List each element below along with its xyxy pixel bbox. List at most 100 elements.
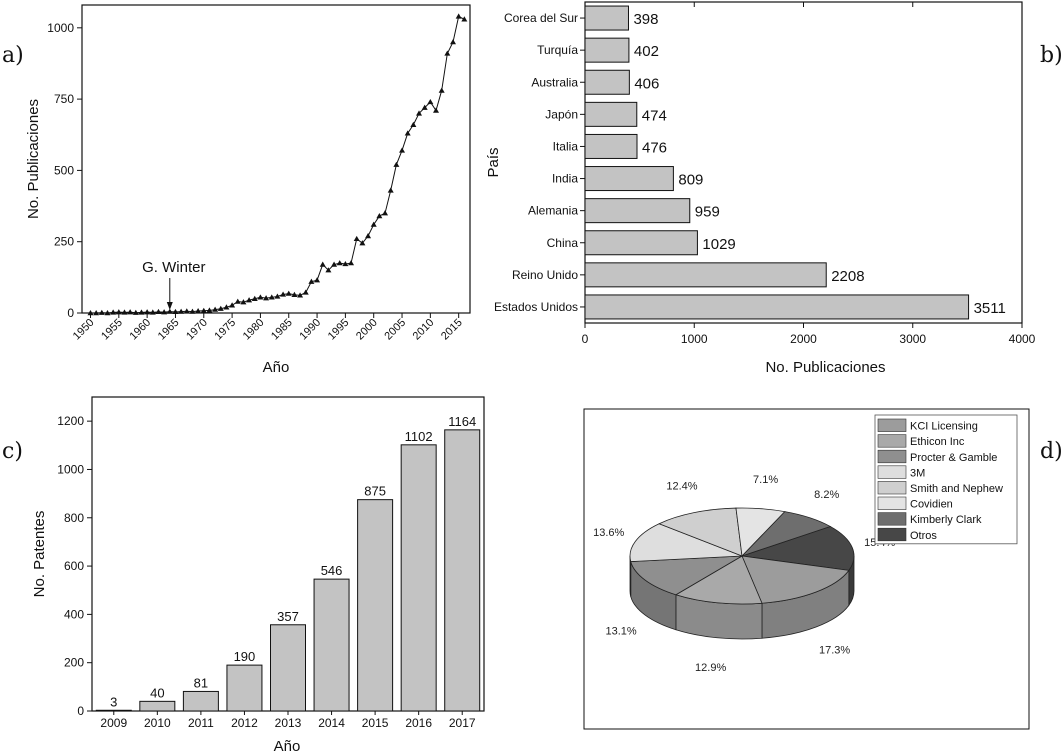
data-point: [127, 309, 134, 315]
data-point: [382, 210, 389, 216]
x-tick-label: 2015: [362, 716, 389, 730]
data-point: [257, 294, 264, 300]
data-point: [98, 309, 105, 315]
y-tick-label: Turquía: [537, 43, 578, 57]
x-tick-label: 1970: [184, 317, 210, 343]
data-point: [161, 309, 168, 315]
x-tick-label: 2013: [275, 716, 302, 730]
data-point: [251, 295, 258, 301]
pie-slice: [674, 555, 763, 605]
bar-value-label: 357: [277, 609, 299, 624]
data-point: [280, 291, 287, 297]
pie-slice: [630, 555, 743, 596]
bar: [584, 294, 970, 320]
bar: [584, 133, 638, 159]
bar: [400, 444, 437, 712]
bar-value-label: 402: [634, 43, 659, 60]
y-tick-label: Japón: [545, 107, 578, 121]
data-point: [421, 104, 428, 110]
legend-swatch: [877, 465, 907, 479]
legend-swatch: [877, 449, 907, 464]
data-point: [325, 267, 332, 273]
bar: [226, 664, 263, 712]
bar: [584, 198, 691, 224]
panel-label-c: c): [2, 439, 23, 464]
data-point: [353, 235, 360, 242]
y-tick-label: 1000: [57, 462, 84, 476]
data-point: [149, 309, 156, 315]
pie-slice-label: 8.2%: [814, 489, 839, 501]
x-tick-label: 1950: [71, 317, 97, 343]
bar-value-label: 190: [234, 649, 256, 664]
x-tick-label: 1995: [326, 317, 352, 343]
data-point: [132, 309, 139, 315]
data-point: [359, 240, 366, 246]
bar: [182, 690, 219, 712]
pie-slice-label: 12.4%: [666, 481, 697, 493]
bar-value-label: 81: [194, 675, 208, 690]
legend-swatch: [877, 481, 907, 495]
data-point: [302, 289, 309, 295]
bar-chart-patents-by-year: 0 200 400 600 800 1000 1200 2009 3 2010 40 2011 81 20…: [31, 396, 485, 755]
data-point: [93, 310, 100, 316]
y-tick-label: 0: [77, 704, 84, 718]
legend-swatch: [877, 512, 907, 526]
y-tick-label: Estados Unidos: [494, 300, 578, 314]
data-point: [365, 233, 372, 239]
legend-swatch: [877, 527, 907, 542]
x-tick-label: 1975: [212, 317, 238, 343]
bar: [584, 69, 630, 95]
y-tick-label: 1200: [57, 414, 84, 428]
bar-value-label: 3: [110, 694, 117, 709]
data-point: [200, 307, 207, 313]
x-tick-label: 2015: [439, 317, 465, 343]
data-point: [195, 308, 202, 314]
legend-label: Kimberly Clark: [910, 514, 982, 526]
bar: [584, 166, 674, 192]
legend-swatch: [877, 496, 907, 510]
pie-slice-label: 7.1%: [753, 474, 778, 486]
bar-value-label: 809: [678, 172, 703, 189]
pie-slice: [629, 523, 743, 562]
panel-label-b: b): [1040, 43, 1063, 68]
bar: [313, 578, 350, 712]
y-tick-label: 600: [64, 559, 84, 573]
pie-slice: [741, 511, 832, 557]
data-point: [246, 297, 253, 303]
legend-label: 3M: [910, 467, 925, 479]
data-point: [183, 308, 190, 314]
data-point: [240, 299, 247, 305]
x-tick-label: 2009: [100, 716, 127, 730]
x-tick-label: 2010: [144, 716, 171, 730]
data-point: [336, 260, 343, 266]
data-point: [399, 147, 406, 153]
bar: [270, 624, 306, 712]
x-tick-label: 1960: [127, 317, 153, 343]
data-point: [308, 278, 315, 284]
bar-value-label: 875: [364, 484, 386, 499]
x-tick-label: 2000: [790, 332, 817, 346]
legend-label: Ethicon Inc: [910, 436, 965, 448]
data-point: [461, 16, 468, 22]
bar-value-label: 2208: [831, 268, 864, 285]
bar-value-label: 474: [642, 107, 667, 124]
x-tick-label: 1990: [297, 317, 323, 343]
x-tick-label: 1955: [99, 317, 125, 343]
x-axis-title: Año: [263, 359, 290, 376]
data-point: [370, 221, 377, 227]
data-point: [297, 292, 304, 298]
bar-value-label: 1029: [702, 236, 735, 253]
x-tick-label: 4000: [1009, 332, 1036, 346]
data-point: [444, 50, 451, 56]
pie-frame: [583, 408, 1030, 730]
y-axis-title: No. Publicaciones: [25, 99, 42, 219]
x-axis-title: No. Publicaciones: [765, 359, 885, 376]
data-point: [212, 306, 219, 312]
bar-chart-publications-by-country: 0 1000 2000 3000 4000 Corea del Sur 398 Turquía…: [485, 1, 1036, 376]
legend-label: Smith and Nephew: [910, 483, 1003, 495]
data-point: [427, 98, 434, 105]
bar-value-label: 1102: [405, 429, 433, 444]
legend-label: Procter & Gamble: [910, 452, 997, 464]
data-point: [433, 107, 440, 113]
panel-label-a: a): [2, 43, 24, 68]
